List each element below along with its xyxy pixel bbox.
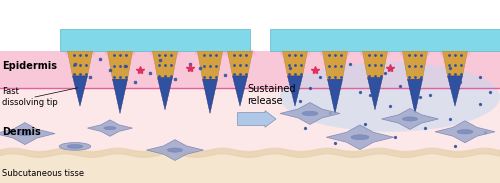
Polygon shape <box>282 51 308 76</box>
Polygon shape <box>146 140 204 160</box>
Polygon shape <box>328 79 342 113</box>
Ellipse shape <box>400 48 430 59</box>
Text: Epidermis: Epidermis <box>2 61 58 71</box>
Polygon shape <box>108 51 132 79</box>
Text: Sustained
release: Sustained release <box>248 84 296 106</box>
Ellipse shape <box>280 48 310 59</box>
Polygon shape <box>326 125 394 150</box>
Ellipse shape <box>457 130 473 134</box>
Ellipse shape <box>360 48 390 59</box>
Polygon shape <box>448 76 462 106</box>
Ellipse shape <box>60 143 91 150</box>
Polygon shape <box>402 51 427 79</box>
Polygon shape <box>158 78 172 110</box>
Ellipse shape <box>194 48 226 59</box>
Ellipse shape <box>351 135 369 140</box>
FancyBboxPatch shape <box>0 150 500 183</box>
Ellipse shape <box>280 62 500 132</box>
Ellipse shape <box>104 48 136 59</box>
Text: Dermis: Dermis <box>2 127 41 137</box>
Ellipse shape <box>17 131 33 136</box>
Polygon shape <box>435 121 495 143</box>
Polygon shape <box>408 79 422 113</box>
Polygon shape <box>72 76 88 106</box>
FancyBboxPatch shape <box>0 51 500 88</box>
Polygon shape <box>232 76 248 106</box>
Polygon shape <box>112 79 128 113</box>
Text: Fast
dissolving tip: Fast dissolving tip <box>2 87 58 107</box>
Ellipse shape <box>104 126 116 130</box>
Ellipse shape <box>320 48 350 59</box>
Polygon shape <box>280 102 340 124</box>
Polygon shape <box>382 109 438 129</box>
FancyArrow shape <box>238 111 276 127</box>
Ellipse shape <box>168 148 182 152</box>
FancyBboxPatch shape <box>270 29 500 51</box>
Ellipse shape <box>302 111 318 116</box>
Polygon shape <box>202 79 218 113</box>
Polygon shape <box>288 76 302 106</box>
Ellipse shape <box>224 48 256 59</box>
Polygon shape <box>362 51 388 78</box>
Polygon shape <box>88 120 132 136</box>
Polygon shape <box>0 123 55 145</box>
Ellipse shape <box>64 48 96 59</box>
Polygon shape <box>198 51 222 79</box>
Polygon shape <box>68 51 92 76</box>
Ellipse shape <box>67 145 83 148</box>
Polygon shape <box>368 78 382 110</box>
Ellipse shape <box>150 48 180 59</box>
Text: Subcutaneous tisse: Subcutaneous tisse <box>2 169 84 178</box>
Polygon shape <box>322 51 347 79</box>
Polygon shape <box>228 51 252 76</box>
Ellipse shape <box>440 48 470 59</box>
Polygon shape <box>152 51 178 78</box>
FancyBboxPatch shape <box>0 88 500 150</box>
FancyBboxPatch shape <box>60 29 250 51</box>
Ellipse shape <box>402 117 417 121</box>
Polygon shape <box>442 51 468 76</box>
